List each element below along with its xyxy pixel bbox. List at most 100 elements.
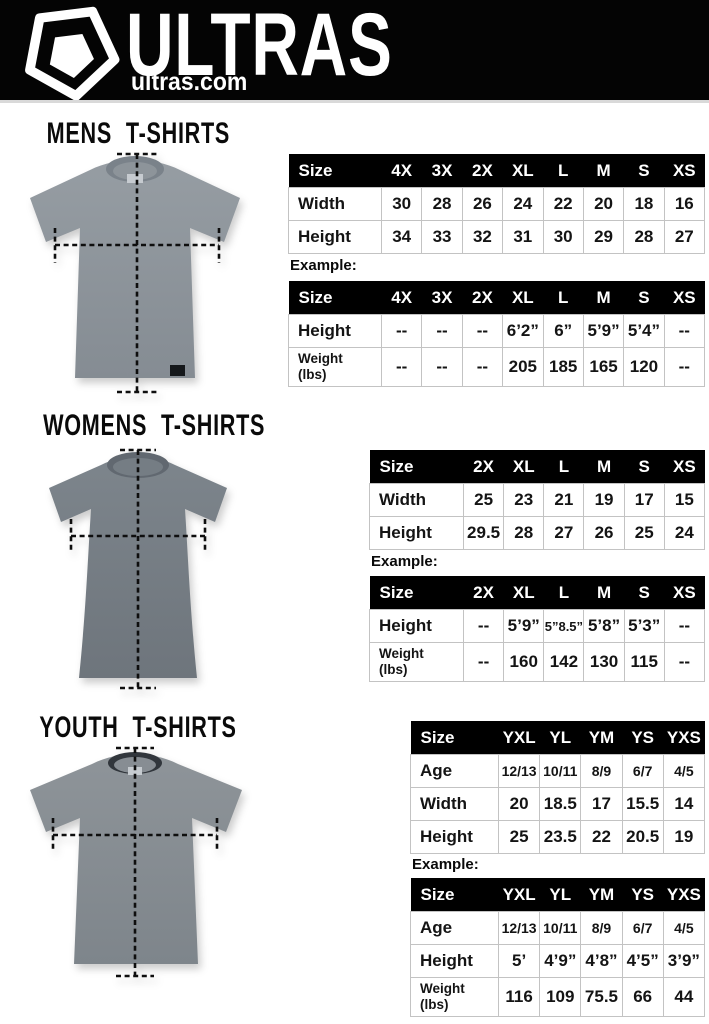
mens-tshirt-shape — [30, 156, 240, 378]
table-cell: 5’9” — [582, 314, 625, 348]
table-cell: -- — [663, 347, 706, 387]
table-header-row: Size 4X 3X 2X XL L M S XS — [288, 154, 705, 188]
measurement-lines — [53, 152, 221, 394]
table-cell: 19 — [583, 483, 625, 517]
womens-tshirt-shape — [49, 452, 227, 678]
table-header-cell: YL — [539, 721, 581, 755]
table-cell: -- — [461, 314, 504, 348]
row-label: Height — [410, 944, 499, 978]
row-label: Height — [410, 820, 499, 854]
table-cell: 5’9” — [503, 609, 545, 643]
table-header-cell: 3X — [421, 154, 463, 188]
table-header-cell: Size — [288, 281, 382, 315]
table-cell: 12/13 — [497, 911, 541, 945]
table-header-cell: L — [543, 154, 584, 188]
table-cell: 130 — [583, 642, 625, 682]
youth-size-table: Size YXL YL YM YS YXS Age 12/13 10/11 8/9 6/7 4/5 Wi… — [410, 721, 706, 854]
row-label: Weight (lbs) — [288, 347, 382, 387]
section-title-mens: MENS T-SHIRTS — [46, 117, 230, 150]
hem-tag — [170, 365, 185, 376]
collar-label — [128, 767, 142, 775]
table-cell: 3’9” — [662, 944, 706, 978]
table-header-cell: YS — [622, 721, 664, 755]
table-cell: 185 — [542, 347, 584, 387]
table-cell: 34 — [380, 220, 423, 254]
table-cell: -- — [663, 609, 706, 643]
table-cell: 29 — [582, 220, 625, 254]
table-cell: 205 — [502, 347, 544, 387]
table-cell: 18.5 — [539, 787, 582, 821]
table-header-row: Size YXL YL YM YS YXS — [410, 721, 705, 755]
row-label: Width — [288, 187, 382, 221]
table-cell: 15.5 — [621, 787, 664, 821]
row-label: Age — [410, 911, 499, 945]
table-cell: 20.5 — [621, 820, 664, 854]
section-title-youth: YOUTH T-SHIRTS — [39, 711, 237, 744]
table-cell: 19 — [662, 820, 706, 854]
row-label: Height — [288, 314, 382, 348]
table-header-cell: XL — [502, 154, 543, 188]
table-row: Weight (lbs) -- 160 142 130 115 -- — [369, 642, 706, 682]
table-header-cell: Size — [288, 154, 382, 188]
table-header-cell: XL — [503, 450, 544, 484]
womens-example-table: Size 2X XL L M S XS Height -- 5’9” 5”8.5” 5’8” 5’3” -… — [369, 576, 706, 682]
table-cell: 27 — [543, 516, 585, 550]
table-cell: 20 — [497, 787, 541, 821]
table-header-cell: S — [624, 450, 665, 484]
row-label: Height — [369, 516, 464, 550]
table-header-cell: 2X — [463, 576, 504, 610]
table-row: Weight (lbs) 116 109 75.5 66 44 — [410, 977, 706, 1017]
table-header-cell: XL — [502, 281, 543, 315]
table-cell: 4/5 — [662, 754, 706, 788]
table-cell: 8/9 — [580, 754, 623, 788]
table-header-cell: XS — [664, 450, 705, 484]
header-bar: ULTRAS ultras.com — [0, 0, 709, 103]
table-cell: 142 — [543, 642, 585, 682]
table-cell: 32 — [461, 220, 504, 254]
table-cell: 44 — [662, 977, 706, 1017]
table-cell: -- — [462, 609, 505, 643]
table-cell: -- — [461, 347, 504, 387]
table-row: Age 12/13 10/11 8/9 6/7 4/5 — [410, 754, 706, 788]
table-row: Height 25 23.5 22 20.5 19 — [410, 820, 706, 854]
table-cell: 17 — [623, 483, 665, 517]
table-cell: 31 — [502, 220, 544, 254]
table-cell: 66 — [621, 977, 664, 1017]
table-header-cell: Size — [410, 721, 499, 755]
table-cell: 25 — [462, 483, 505, 517]
table-cell: 6/7 — [621, 754, 664, 788]
table-cell: 4’5” — [621, 944, 664, 978]
table-cell: 5’ — [497, 944, 541, 978]
table-cell: -- — [663, 642, 706, 682]
site-url: ultras.com — [131, 68, 248, 96]
table-cell: 24 — [663, 516, 706, 550]
table-cell: -- — [462, 642, 505, 682]
row-label: Height — [288, 220, 382, 254]
table-cell: 28 — [421, 187, 463, 221]
table-header-cell: Size — [410, 878, 499, 912]
table-cell: 4’8” — [580, 944, 623, 978]
table-cell: -- — [421, 347, 463, 387]
table-header-row: Size 2X XL L M S XS — [369, 576, 705, 610]
womens-size-table: Size 2X XL L M S XS Width 25 23 21 19 17 15 Height 29.5… — [369, 450, 706, 550]
table-cell: 14 — [662, 787, 706, 821]
table-cell: 8/9 — [580, 911, 623, 945]
table-header-cell: XS — [664, 154, 705, 188]
table-header-cell: M — [583, 281, 624, 315]
row-label: Age — [410, 754, 499, 788]
table-header-row: Size 4X 3X 2X XL L M S XS — [288, 281, 705, 315]
table-cell: 116 — [497, 977, 541, 1017]
table-header-cell: YXL — [498, 721, 540, 755]
table-header-cell: L — [543, 281, 584, 315]
table-cell: 5’3” — [623, 609, 665, 643]
table-cell: 12/13 — [497, 754, 541, 788]
table-cell: 26 — [461, 187, 504, 221]
row-label: Weight (lbs) — [410, 977, 499, 1017]
table-cell: 20 — [582, 187, 625, 221]
table-cell: 25 — [497, 820, 541, 854]
table-cell: 28 — [503, 516, 545, 550]
table-cell: 33 — [421, 220, 463, 254]
table-row: Height -- 5’9” 5”8.5” 5’8” 5’3” -- — [369, 609, 706, 643]
table-header-cell: YXS — [663, 721, 705, 755]
